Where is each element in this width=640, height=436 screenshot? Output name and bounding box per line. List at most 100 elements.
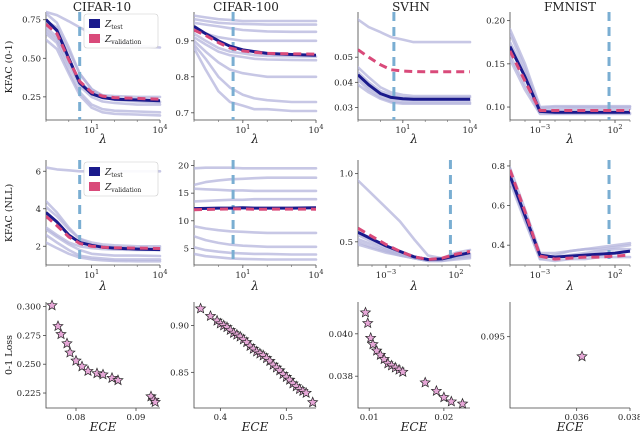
y-tick-label-r3c1-0: 0.225 bbox=[17, 389, 41, 399]
x-axis-label-r3c2: ECE bbox=[241, 420, 269, 434]
x-tick-label-r1c1-1: 104 bbox=[153, 123, 168, 136]
faint-line-r2c2-6 bbox=[194, 246, 318, 256]
plot-area-r1c4 bbox=[510, 12, 632, 120]
point-r3c1-8 bbox=[91, 367, 103, 379]
faint-line-r1c1-2 bbox=[46, 29, 162, 106]
column-title-cifar10: CIFAR-10 bbox=[73, 0, 131, 14]
faint-line-r1c1-6 bbox=[46, 38, 162, 117]
point-r3c1-5 bbox=[70, 354, 82, 366]
x-axis-label-r2c2: λ bbox=[250, 279, 259, 293]
x-axis-label-r3c4: ECE bbox=[556, 420, 584, 434]
point-r3c3-2 bbox=[364, 331, 377, 343]
x-axis-label-r1c1: λ bbox=[98, 132, 107, 146]
y-tick-label-r3c4-0: 0.095 bbox=[481, 333, 505, 343]
faint-line-r1c2-5 bbox=[194, 39, 318, 79]
panel-r3c3: 0.038 0.040 0.01 0.02 ECE bbox=[329, 302, 470, 434]
x-tick-label-r1c4-1: 102 bbox=[608, 123, 623, 136]
y-tick-label-r3c3-1: 0.040 bbox=[329, 330, 353, 340]
point-r3c3-0 bbox=[359, 306, 372, 318]
point-r3c3-3 bbox=[367, 338, 379, 350]
point-r3c1-14 bbox=[149, 396, 161, 408]
y-tick-label-r2c1-2: 6 bbox=[36, 167, 41, 177]
faint-line-r1c3-3 bbox=[358, 83, 472, 105]
faint-line-r2c2-1 bbox=[194, 176, 318, 187]
faint-line-r1c2-8 bbox=[194, 32, 318, 58]
x-tick-label-r3c4-1: 0.038 bbox=[618, 413, 640, 423]
point-r3c3-14 bbox=[438, 391, 450, 403]
point-r3c3-12 bbox=[419, 376, 431, 388]
axes-r2c2 bbox=[193, 160, 316, 266]
point-r3c1-0 bbox=[46, 299, 58, 311]
y-tick-label-r1c1-0: 0.25 bbox=[22, 93, 41, 103]
plot-area-r1c1 bbox=[46, 10, 162, 120]
point-r3c3-11 bbox=[397, 365, 409, 377]
x-axis-label-r3c1: ECE bbox=[89, 420, 117, 434]
panel-r2c4: 0.4 0.6 0.8 10−3 102 λ bbox=[491, 160, 632, 293]
faint-line-r1c2-0 bbox=[194, 14, 318, 23]
column-titles: CIFAR-10 CIFAR-100 SVHN FMNIST bbox=[73, 0, 596, 14]
x-tick-label-r2c2-1: 104 bbox=[309, 268, 324, 281]
panel-r2c1: 2 4 6 101 104 λ Ztest Zvalidation bbox=[36, 160, 168, 293]
z-validation-line-r1c4 bbox=[510, 50, 630, 112]
faint-line-r2c1-6 bbox=[46, 228, 162, 258]
y-tick-label-r2c2-0: 5 bbox=[184, 244, 189, 254]
y-tick-label-r3c1-2: 0.275 bbox=[17, 331, 41, 341]
axes-r3c1 bbox=[45, 302, 160, 409]
y-tick-label-r2c2-3: 20 bbox=[178, 162, 189, 172]
x-tick-label-r3c2-1: 0.5 bbox=[280, 413, 294, 423]
faint-line-r1c3-0 bbox=[358, 18, 472, 44]
row-label-kfac-01: KFAC (0-1) bbox=[4, 41, 15, 94]
point-r3c2-0 bbox=[194, 302, 207, 314]
y-tick-label-r1c3-1: 0.04 bbox=[334, 78, 353, 88]
x-tick-label-r1c3-0: 101 bbox=[395, 123, 410, 136]
legend-box-r1c1 bbox=[83, 13, 159, 49]
legend-label-validation-r2c1: Zvalidation bbox=[104, 183, 141, 194]
faint-line-r1c2-7 bbox=[194, 46, 318, 113]
z-validation-line-r1c1 bbox=[46, 23, 161, 101]
x-tick-label-r1c2-0: 101 bbox=[235, 123, 250, 136]
y-tick-label-r3c1-3: 0.300 bbox=[17, 303, 41, 313]
faint-line-r1c4-3 bbox=[510, 58, 632, 116]
x-tick-label-r3c1-0: 0.08 bbox=[67, 413, 86, 423]
point-r3c1-7 bbox=[82, 364, 94, 377]
faint-line-r1c2-6 bbox=[194, 43, 318, 104]
y-tick-label-r1c2-0: 0.7 bbox=[175, 109, 189, 119]
y-tick-label-r2c4-0: 0.4 bbox=[491, 241, 505, 251]
x-tick-label-r2c1-0: 101 bbox=[84, 268, 99, 281]
y-tick-label-r3c1-1: 0.250 bbox=[17, 360, 41, 370]
point-r3c2-30 bbox=[306, 396, 319, 408]
x-tick-label-r1c2-1: 104 bbox=[309, 123, 324, 136]
y-tick-label-r3c2-0: 0.85 bbox=[170, 368, 189, 378]
legend-swatch-validation-r2c1 bbox=[89, 182, 100, 191]
z-validation-line-r1c2 bbox=[194, 28, 317, 56]
y-tick-label-r1c1-1: 0.50 bbox=[22, 54, 41, 64]
y-tick-label-r1c4-2: 0.20 bbox=[486, 17, 505, 27]
point-r3c2-29 bbox=[300, 386, 312, 398]
y-tick-label-r2c3-1: 1.0 bbox=[339, 170, 353, 180]
plot-area-r2c2 bbox=[194, 160, 318, 265]
x-axis-label-r2c1: λ bbox=[98, 279, 107, 293]
x-tick-label-r3c2-0: 0.4 bbox=[214, 413, 228, 423]
point-r3c1-1 bbox=[52, 320, 64, 332]
x-tick-label-r3c1-1: 0.09 bbox=[127, 413, 146, 423]
faint-line-r1c2-2 bbox=[194, 21, 318, 34]
legend-r2c1: Ztest Zvalidation bbox=[83, 161, 159, 197]
point-r3c3-16 bbox=[456, 397, 469, 409]
legend-swatch-test-r2c1 bbox=[89, 167, 100, 176]
legend-r1c1: Ztest Zvalidation bbox=[83, 13, 159, 49]
x-tick-label-r2c4-1: 102 bbox=[608, 268, 623, 281]
point-r3c1-2 bbox=[55, 328, 67, 340]
panel-r1c4: 0.10 0.15 0.20 10−3 102 λ bbox=[486, 12, 632, 146]
x-tick-label-r3c4-0: 0.036 bbox=[564, 413, 588, 423]
y-tick-label-r1c3-0: 0.03 bbox=[334, 103, 353, 113]
faint-line-r1c2-4 bbox=[194, 35, 318, 62]
legend-box-r2c1 bbox=[83, 161, 159, 197]
x-tick-label-r1c3-1: 104 bbox=[463, 123, 478, 136]
y-tick-label-r1c1-2: 0.75 bbox=[22, 16, 41, 26]
faint-line-r1c2-1 bbox=[194, 17, 318, 26]
x-tick-label-r2c1-1: 104 bbox=[153, 268, 168, 281]
axes-r3c4 bbox=[509, 302, 630, 409]
point-r3c2-1 bbox=[204, 309, 217, 322]
